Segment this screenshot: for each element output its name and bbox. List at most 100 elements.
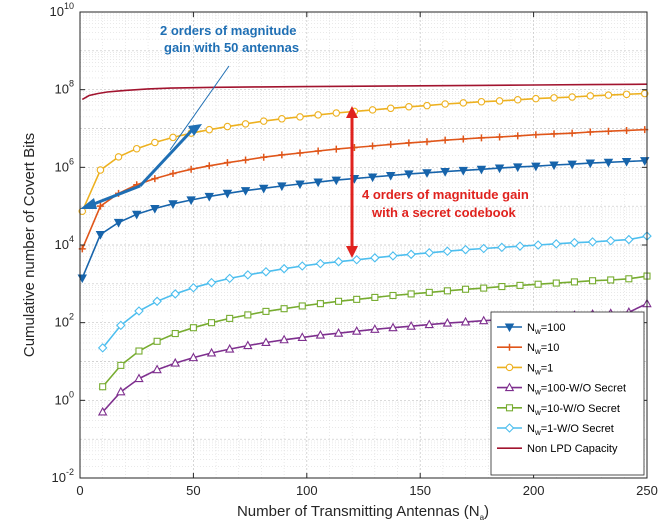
series-point-0: [440, 168, 450, 177]
series-point-2: [550, 94, 558, 102]
series-point-5: [533, 240, 543, 250]
series-point-0: [567, 160, 577, 170]
series-point-1: [151, 175, 159, 183]
series-3: [97, 298, 652, 416]
series-point-2: [132, 144, 141, 153]
series-point-2: [241, 120, 250, 128]
series-point-2: [259, 117, 268, 125]
series-point-1: [496, 133, 504, 141]
series-point-1: [242, 156, 250, 164]
series-point-1: [332, 145, 340, 153]
legend-swatch-marker: [505, 404, 514, 412]
series-point-2: [223, 122, 232, 131]
legend-entry-1: Nw=10: [497, 342, 559, 356]
series-point-2: [586, 92, 595, 100]
y-tick-label: 100: [55, 389, 74, 407]
series-point-5: [442, 246, 453, 256]
red-arrowhead-bottom: [346, 246, 358, 258]
legend-entry-6: Non LPD Capacity: [497, 443, 618, 455]
series-point-0: [258, 184, 269, 194]
series-point-2: [622, 90, 631, 99]
series-point-1: [532, 131, 540, 139]
series-point-1: [223, 159, 231, 167]
series-point-2: [332, 109, 341, 117]
series-6: [81, 83, 648, 101]
series-point-4: [443, 287, 451, 295]
legend-label: Nw=10-W/O Secret: [527, 403, 620, 417]
series-layer: [77, 83, 652, 416]
series-point-1: [260, 153, 268, 161]
y-tick-label: 10-2: [52, 467, 74, 485]
series-point-5: [134, 306, 144, 316]
series-point-4: [226, 314, 234, 322]
series-point-2: [604, 91, 613, 99]
legend-entry-5: Nw=1-W/O Secret: [497, 423, 614, 437]
series-point-4: [480, 284, 488, 292]
series-point-4: [244, 311, 252, 319]
series-point-4: [552, 279, 560, 287]
series-point-3: [97, 406, 108, 416]
x-tick-label: 50: [186, 483, 200, 498]
series-point-2: [532, 94, 540, 103]
series-point-5: [624, 234, 634, 245]
series-point-1: [459, 135, 467, 143]
series-point-0: [131, 210, 142, 220]
series-point-3: [261, 337, 271, 347]
series-point-3: [406, 321, 416, 330]
legend-label: Non LPD Capacity: [527, 443, 618, 455]
series-point-4: [407, 290, 415, 298]
legend-label: Nw=100: [527, 322, 566, 336]
red-annotation-line2: with a secret codebook: [371, 205, 517, 220]
series-point-4: [570, 278, 578, 286]
blue-annotation-line1: 2 orders of magnitude: [160, 23, 297, 38]
series-point-5: [460, 244, 471, 255]
red-annotation-line1: 4 orders of magnitude gain: [362, 187, 529, 202]
x-axis-label: Number of Transmitting Antennas (Na): [237, 503, 489, 522]
legend-swatch-marker: [506, 343, 513, 351]
legend-swatch-marker: [504, 382, 515, 392]
x-tick-label: 200: [523, 483, 545, 498]
series-point-0: [531, 162, 541, 172]
series-point-0: [95, 230, 106, 240]
legend-label: Nw=1: [527, 362, 553, 376]
series-point-5: [97, 343, 108, 353]
series-point-3: [297, 332, 307, 341]
legend-entry-2: Nw=1: [497, 362, 553, 376]
series-point-2: [405, 103, 413, 111]
y-tick-label: 1010: [50, 1, 74, 19]
series-point-4: [607, 276, 615, 284]
x-tick-label: 0: [76, 483, 83, 498]
x-tick-label: 250: [636, 483, 658, 498]
series-point-5: [224, 273, 235, 284]
series-point-3: [333, 327, 344, 337]
series-point-3: [388, 322, 398, 332]
series-point-5: [388, 251, 398, 261]
series-point-3: [460, 316, 471, 326]
series-point-5: [116, 320, 126, 331]
red-arrowhead-top: [346, 106, 358, 118]
blue-arrowhead-right: [188, 124, 202, 136]
series-point-0: [476, 165, 487, 175]
series-point-2: [495, 97, 504, 105]
series-point-5: [279, 263, 289, 274]
legend-entry-0: Nw=100: [497, 322, 566, 336]
series-point-5: [333, 256, 344, 267]
series-point-1: [205, 162, 213, 170]
y-tick-label: 108: [55, 79, 74, 97]
series-point-3: [170, 357, 180, 367]
series-point-5: [515, 241, 525, 251]
series-point-4: [371, 293, 379, 301]
legend-swatch-marker: [504, 423, 515, 433]
series-point-4: [262, 307, 270, 315]
series-point-3: [152, 364, 162, 374]
series-point-0: [113, 218, 124, 228]
series-point-1: [568, 129, 576, 137]
series-point-4: [498, 283, 506, 291]
series-point-0: [168, 200, 178, 209]
legend-entry-3: Nw=100-W/O Secret: [497, 382, 626, 397]
series-point-0: [549, 161, 559, 171]
series-point-0: [186, 196, 196, 206]
legend-label: Nw=100-W/O Secret: [527, 383, 626, 397]
series-point-4: [117, 361, 125, 369]
